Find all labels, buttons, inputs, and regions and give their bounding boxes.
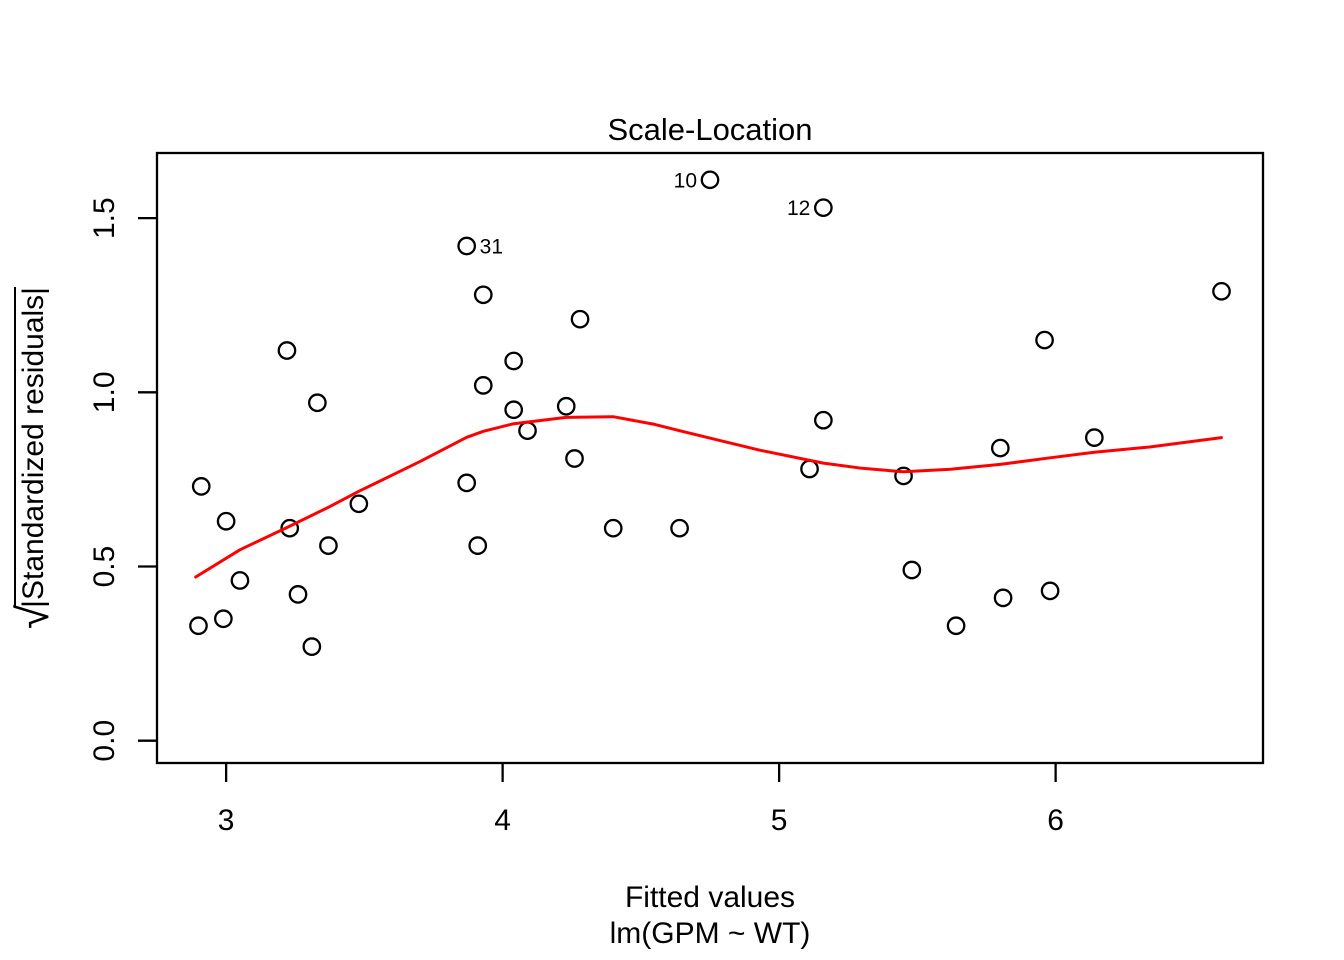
data-point [518, 421, 537, 441]
data-point [565, 449, 584, 468]
data-point [214, 609, 233, 629]
data-point [457, 473, 477, 493]
data-point [902, 560, 922, 580]
sqrt-symbol: √ [9, 607, 58, 629]
data-point [308, 393, 327, 413]
data-point [473, 376, 493, 395]
data-point [1084, 428, 1104, 447]
data-point [504, 351, 524, 371]
x-tick-label: 6 [1047, 804, 1064, 837]
x-tick-label: 5 [771, 804, 788, 837]
plot-box [155, 151, 1265, 765]
y-tick-label: 0.0 [88, 720, 121, 762]
y-tick-label: 1.5 [88, 197, 121, 239]
data-point [468, 536, 488, 555]
y-axis-label: √|Standardized residuals| [9, 287, 58, 629]
y-axis-label-text: |Standardized residuals| [14, 287, 50, 608]
data-point [280, 518, 300, 538]
data-point [189, 616, 208, 636]
data-point [319, 536, 338, 555]
data-point [670, 518, 689, 538]
data-point [230, 571, 250, 590]
x-tick-label: 3 [218, 804, 235, 837]
data-point [216, 511, 236, 531]
data-point [556, 396, 576, 416]
data-point [990, 438, 1010, 458]
data-point [457, 236, 477, 256]
data-point [277, 341, 297, 360]
lowess-line [194, 415, 1223, 579]
data-point [814, 410, 833, 430]
data-point [570, 309, 590, 329]
data-point [191, 477, 211, 496]
data-point [800, 459, 819, 479]
point-label: 10 [674, 169, 697, 192]
data-point [603, 518, 623, 538]
data-point [504, 400, 524, 420]
point-label: 12 [787, 197, 810, 220]
x-tick-label: 4 [494, 804, 511, 837]
data-point [814, 198, 833, 218]
data-point [1212, 281, 1231, 301]
data-point [1040, 581, 1060, 601]
data-point [1035, 330, 1054, 350]
data-point [349, 494, 369, 514]
chart-title: Scale-Location [607, 112, 813, 147]
point-label: 31 [480, 236, 503, 259]
data-point [894, 466, 913, 486]
y-tick-label: 1.0 [88, 371, 121, 413]
data-point [700, 170, 720, 190]
x-axis-label: Fitted values [624, 881, 796, 914]
data-point [473, 285, 493, 305]
y-tick-label: 0.5 [88, 546, 121, 588]
data-point [288, 585, 308, 604]
x-axis-model-label: lm(GPM ~ WT) [609, 917, 811, 950]
data-point [993, 588, 1013, 608]
data-point [946, 616, 966, 636]
data-point [302, 637, 322, 656]
